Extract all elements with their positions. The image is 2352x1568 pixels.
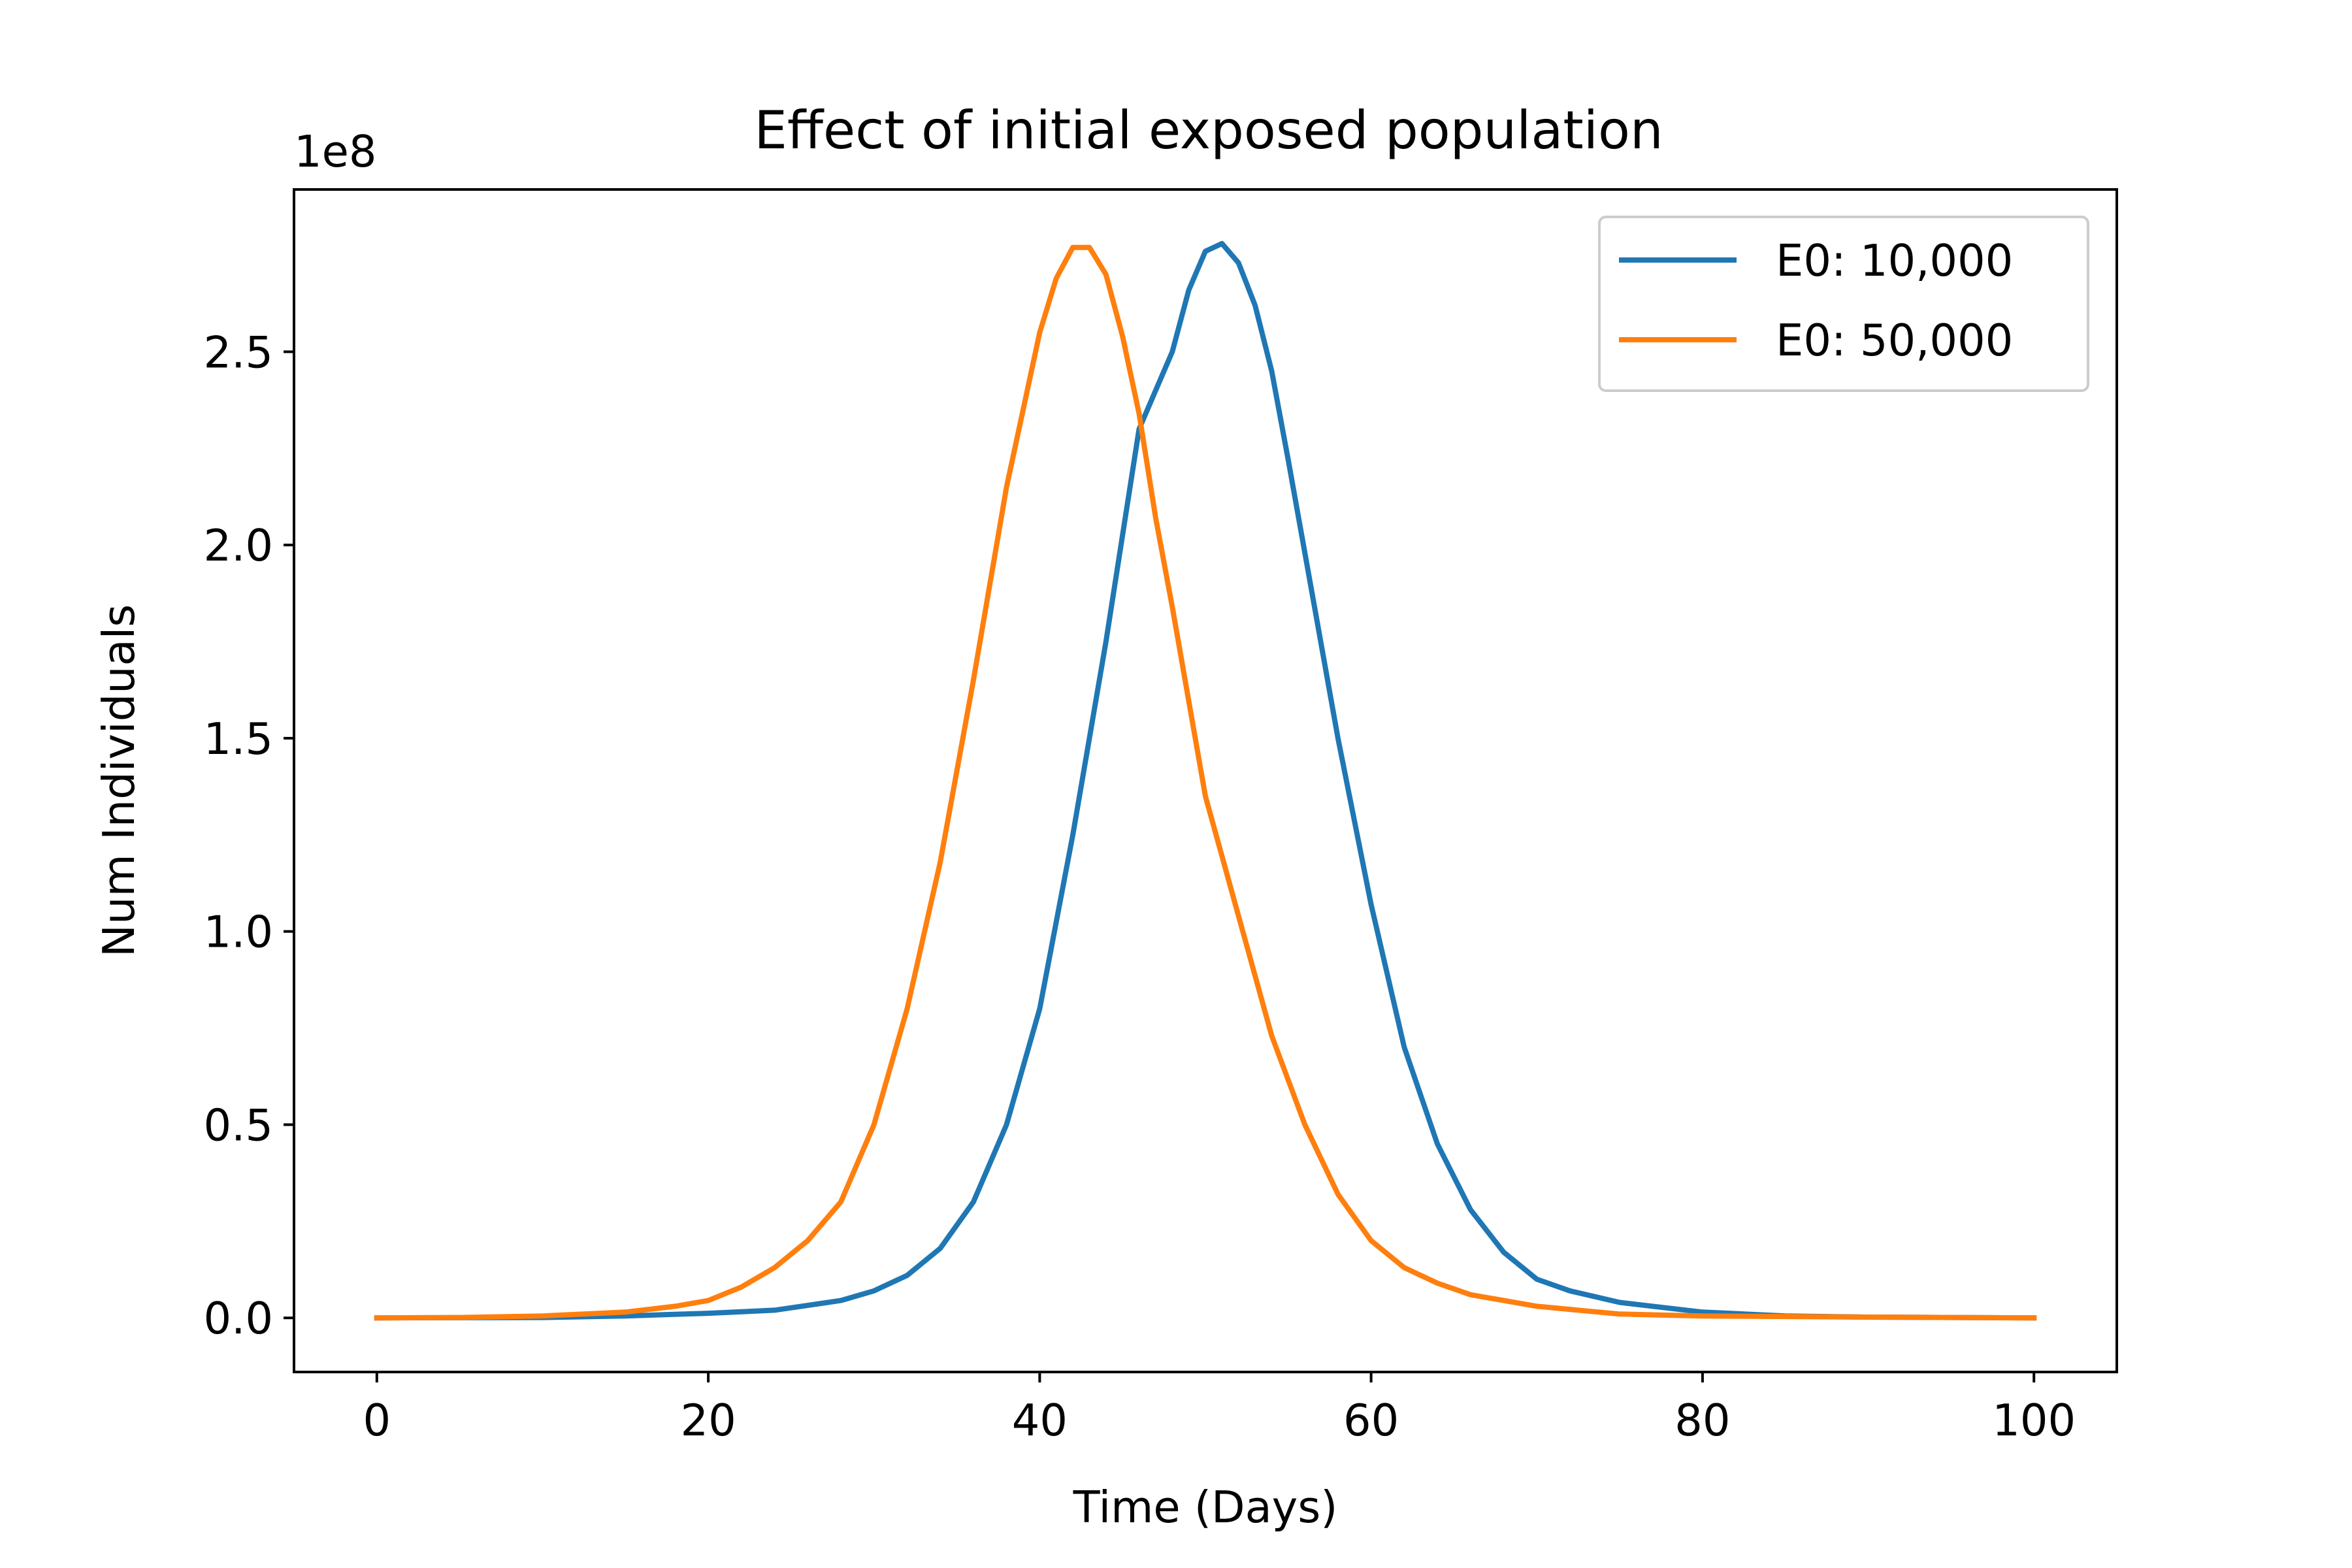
x-axis-ticks: 0 20 40 60 80 100 bbox=[363, 1372, 2076, 1446]
x-axis-label: Time (Days) bbox=[1073, 1482, 1338, 1533]
chart-title: Effect of initial exposed population bbox=[754, 100, 1663, 161]
y-tick-label: 0.0 bbox=[203, 1293, 273, 1344]
legend-label-e0-50000: E0: 50,000 bbox=[1776, 315, 2013, 366]
y-tick-label: 1.0 bbox=[203, 907, 273, 958]
y-tick-label: 2.5 bbox=[203, 327, 273, 378]
y-axis-ticks: 0.0 0.5 1.0 1.5 2.0 2.5 bbox=[203, 327, 294, 1344]
y-axis-label: Num Individuals bbox=[93, 604, 144, 957]
x-tick-label: 80 bbox=[1674, 1395, 1730, 1446]
x-tick-label: 40 bbox=[1012, 1395, 1068, 1446]
series-line-1 bbox=[374, 244, 2037, 1321]
x-tick-label: 0 bbox=[363, 1395, 391, 1446]
y-axis-offset-label: 1e8 bbox=[294, 126, 376, 177]
legend: E0: 10,000 E0: 50,000 bbox=[1598, 216, 2089, 392]
legend-label-e0-10000: E0: 10,000 bbox=[1776, 235, 2013, 286]
plot-area-frame bbox=[293, 188, 2118, 1373]
series-layer bbox=[374, 240, 2037, 1321]
x-tick-label: 100 bbox=[1992, 1395, 2076, 1446]
x-tick-label: 60 bbox=[1343, 1395, 1399, 1446]
x-tick-label: 20 bbox=[680, 1395, 736, 1446]
y-tick-label: 1.5 bbox=[203, 713, 273, 764]
y-tick-label: 0.5 bbox=[203, 1100, 273, 1151]
y-tick-label: 2.0 bbox=[203, 520, 273, 571]
series-line-0 bbox=[374, 240, 2037, 1321]
